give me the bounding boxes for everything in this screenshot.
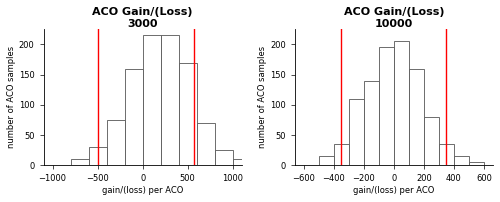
FancyBboxPatch shape (424, 117, 439, 165)
FancyBboxPatch shape (334, 144, 349, 165)
FancyBboxPatch shape (70, 159, 88, 165)
Title: ACO Gain/(Loss)
3000: ACO Gain/(Loss) 3000 (92, 7, 193, 28)
FancyBboxPatch shape (349, 99, 364, 165)
FancyBboxPatch shape (379, 47, 394, 165)
FancyBboxPatch shape (106, 120, 124, 165)
FancyBboxPatch shape (454, 156, 469, 165)
X-axis label: gain/(loss) per ACO: gain/(loss) per ACO (353, 186, 434, 195)
FancyBboxPatch shape (319, 156, 334, 165)
FancyBboxPatch shape (196, 123, 215, 165)
FancyBboxPatch shape (160, 35, 178, 165)
FancyBboxPatch shape (142, 35, 160, 165)
Y-axis label: number of ACO samples: number of ACO samples (258, 46, 267, 148)
FancyBboxPatch shape (394, 41, 409, 165)
FancyBboxPatch shape (88, 147, 106, 165)
Title: ACO Gain/(Loss)
10000: ACO Gain/(Loss) 10000 (344, 7, 444, 28)
FancyBboxPatch shape (233, 159, 251, 165)
FancyBboxPatch shape (124, 69, 142, 165)
X-axis label: gain/(loss) per ACO: gain/(loss) per ACO (102, 186, 184, 195)
FancyBboxPatch shape (469, 162, 484, 165)
FancyBboxPatch shape (439, 144, 454, 165)
FancyBboxPatch shape (178, 63, 196, 165)
FancyBboxPatch shape (364, 81, 379, 165)
FancyBboxPatch shape (215, 150, 233, 165)
FancyBboxPatch shape (409, 69, 424, 165)
Y-axis label: number of ACO samples: number of ACO samples (7, 46, 16, 148)
